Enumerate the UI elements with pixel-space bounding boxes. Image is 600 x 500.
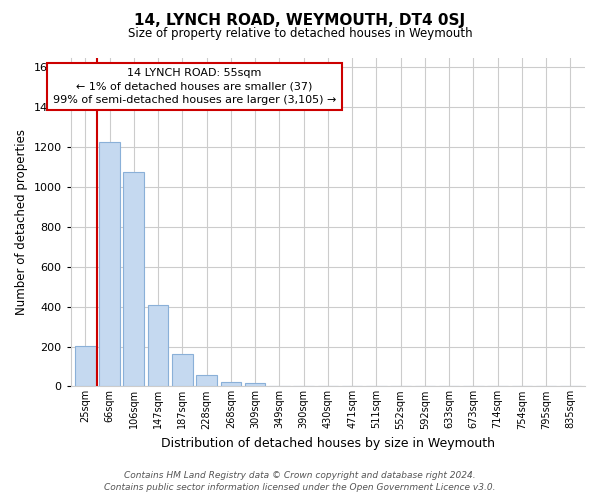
X-axis label: Distribution of detached houses by size in Weymouth: Distribution of detached houses by size … bbox=[161, 437, 495, 450]
Text: 14, LYNCH ROAD, WEYMOUTH, DT4 0SJ: 14, LYNCH ROAD, WEYMOUTH, DT4 0SJ bbox=[134, 12, 466, 28]
Bar bbox=[75, 346, 95, 387]
Bar bbox=[172, 354, 193, 386]
Y-axis label: Number of detached properties: Number of detached properties bbox=[15, 129, 28, 315]
Bar bbox=[148, 304, 169, 386]
Bar bbox=[221, 382, 241, 386]
Text: Size of property relative to detached houses in Weymouth: Size of property relative to detached ho… bbox=[128, 28, 472, 40]
Bar bbox=[245, 384, 265, 386]
Bar bbox=[196, 376, 217, 386]
Bar bbox=[124, 172, 144, 386]
Text: 14 LYNCH ROAD: 55sqm
← 1% of detached houses are smaller (37)
99% of semi-detach: 14 LYNCH ROAD: 55sqm ← 1% of detached ho… bbox=[53, 68, 336, 104]
Text: Contains HM Land Registry data © Crown copyright and database right 2024.
Contai: Contains HM Land Registry data © Crown c… bbox=[104, 471, 496, 492]
Bar bbox=[99, 142, 120, 386]
